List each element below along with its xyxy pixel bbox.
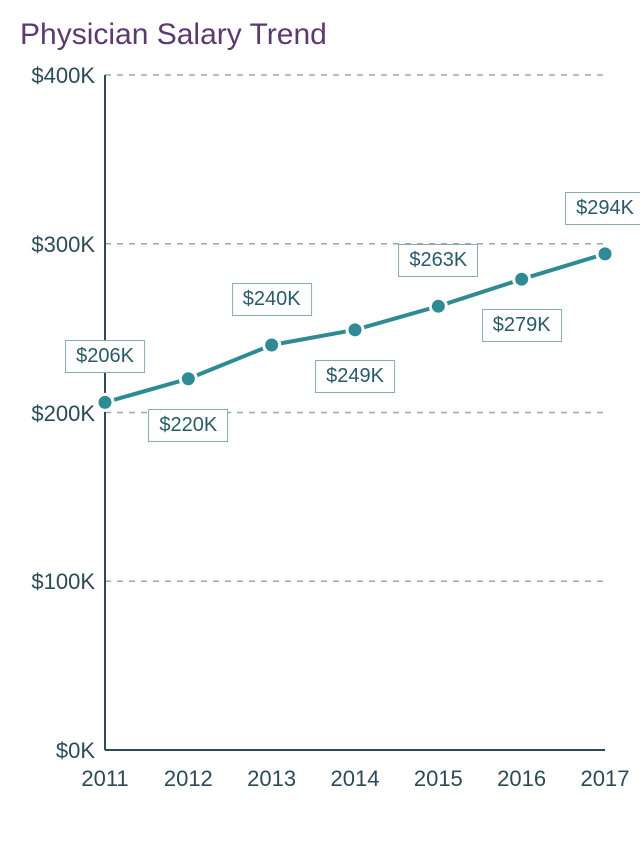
- data-label: $240K: [232, 283, 312, 316]
- x-tick-label: 2016: [497, 766, 546, 792]
- data-label: $249K: [315, 360, 395, 393]
- data-label: $294K: [565, 192, 640, 225]
- x-tick-label: 2011: [81, 766, 128, 792]
- x-tick-label: 2013: [247, 766, 296, 792]
- y-tick-label: $0K: [15, 738, 95, 764]
- x-tick-label: 2015: [414, 766, 463, 792]
- data-label: $279K: [482, 309, 562, 342]
- y-tick-label: $300K: [15, 232, 95, 258]
- x-tick-label: 2012: [164, 766, 213, 792]
- x-tick-label: 2014: [331, 766, 380, 792]
- line-chart: [0, 0, 640, 854]
- data-label: $220K: [148, 409, 228, 442]
- y-tick-label: $200K: [15, 401, 95, 427]
- x-tick-label: 2017: [581, 766, 630, 792]
- y-tick-label: $100K: [15, 569, 95, 595]
- data-label: $263K: [398, 244, 478, 277]
- data-label: $206K: [65, 340, 145, 373]
- y-tick-label: $400K: [15, 63, 95, 89]
